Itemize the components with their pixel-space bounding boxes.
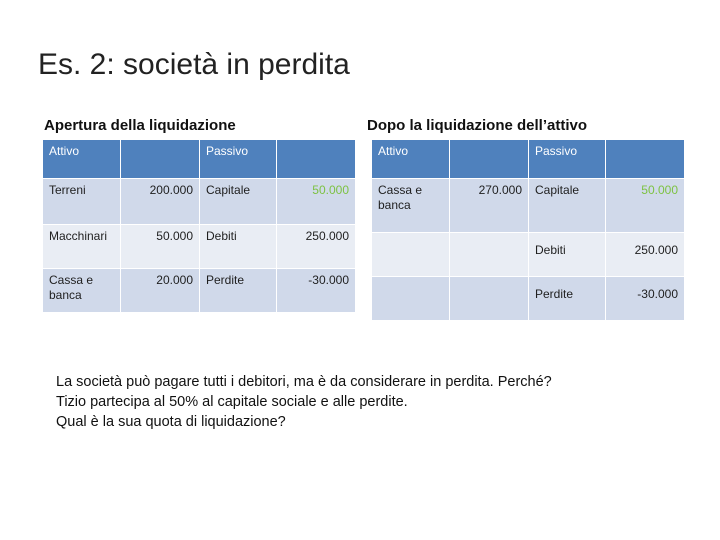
liability-value: -30.000 — [605, 276, 685, 321]
table-row: Macchinari 50.000 Debiti 250.000 — [42, 224, 356, 269]
right-table-heading: Dopo la liquidazione dell’attivo — [367, 117, 588, 134]
liability-label: Debiti — [528, 232, 606, 277]
asset-label: Macchinari — [42, 224, 121, 269]
table-row: Cassa e banca 20.000 Perdite -30.000 — [42, 268, 356, 313]
asset-value — [449, 232, 529, 277]
header-cell — [276, 139, 356, 179]
asset-value: 270.000 — [449, 178, 529, 233]
header-cell: Attivo — [371, 139, 450, 179]
asset-value: 50.000 — [120, 224, 200, 269]
slide-title: Es. 2: società in perdita — [38, 48, 350, 81]
asset-value: 200.000 — [120, 178, 200, 225]
question-line: La società può pagare tutti i debitori, … — [56, 374, 552, 390]
asset-value: 20.000 — [120, 268, 200, 313]
table-row: Perdite -30.000 — [371, 276, 685, 321]
left-table-heading: Apertura della liquidazione — [44, 117, 236, 134]
table-header-row: Attivo Passivo — [42, 139, 356, 179]
liability-value: 250.000 — [276, 224, 356, 269]
header-cell — [449, 139, 529, 179]
header-cell — [120, 139, 200, 179]
table-row: Terreni 200.000 Capitale 50.000 — [42, 178, 356, 225]
header-cell: Passivo — [199, 139, 277, 179]
header-cell: Attivo — [42, 139, 121, 179]
asset-label: Cassa e banca — [42, 268, 121, 313]
table-row: Debiti 250.000 — [371, 232, 685, 277]
liability-label: Perdite — [528, 276, 606, 321]
left-balance-table: Attivo Passivo Terreni 200.000 Capitale … — [42, 139, 356, 313]
header-cell — [605, 139, 685, 179]
asset-label: Terreni — [42, 178, 121, 225]
liability-value: 50.000 — [276, 178, 356, 225]
liability-label: Perdite — [199, 268, 277, 313]
right-balance-table: Attivo Passivo Cassa e banca 270.000 Cap… — [371, 139, 685, 321]
liability-value: -30.000 — [276, 268, 356, 313]
liability-value: 50.000 — [605, 178, 685, 233]
question-line: Qual è la sua quota di liquidazione? — [56, 414, 286, 430]
header-cell: Passivo — [528, 139, 606, 179]
liability-label: Debiti — [199, 224, 277, 269]
asset-value — [449, 276, 529, 321]
liability-label: Capitale — [199, 178, 277, 225]
table-row: Cassa e banca 270.000 Capitale 50.000 — [371, 178, 685, 233]
asset-label — [371, 276, 450, 321]
asset-label — [371, 232, 450, 277]
table-header-row: Attivo Passivo — [371, 139, 685, 179]
liability-value: 250.000 — [605, 232, 685, 277]
question-line: Tizio partecipa al 50% al capitale socia… — [56, 394, 408, 410]
question-text: La società può pagare tutti i debitori, … — [56, 372, 552, 432]
liability-label: Capitale — [528, 178, 606, 233]
asset-label: Cassa e banca — [371, 178, 450, 233]
